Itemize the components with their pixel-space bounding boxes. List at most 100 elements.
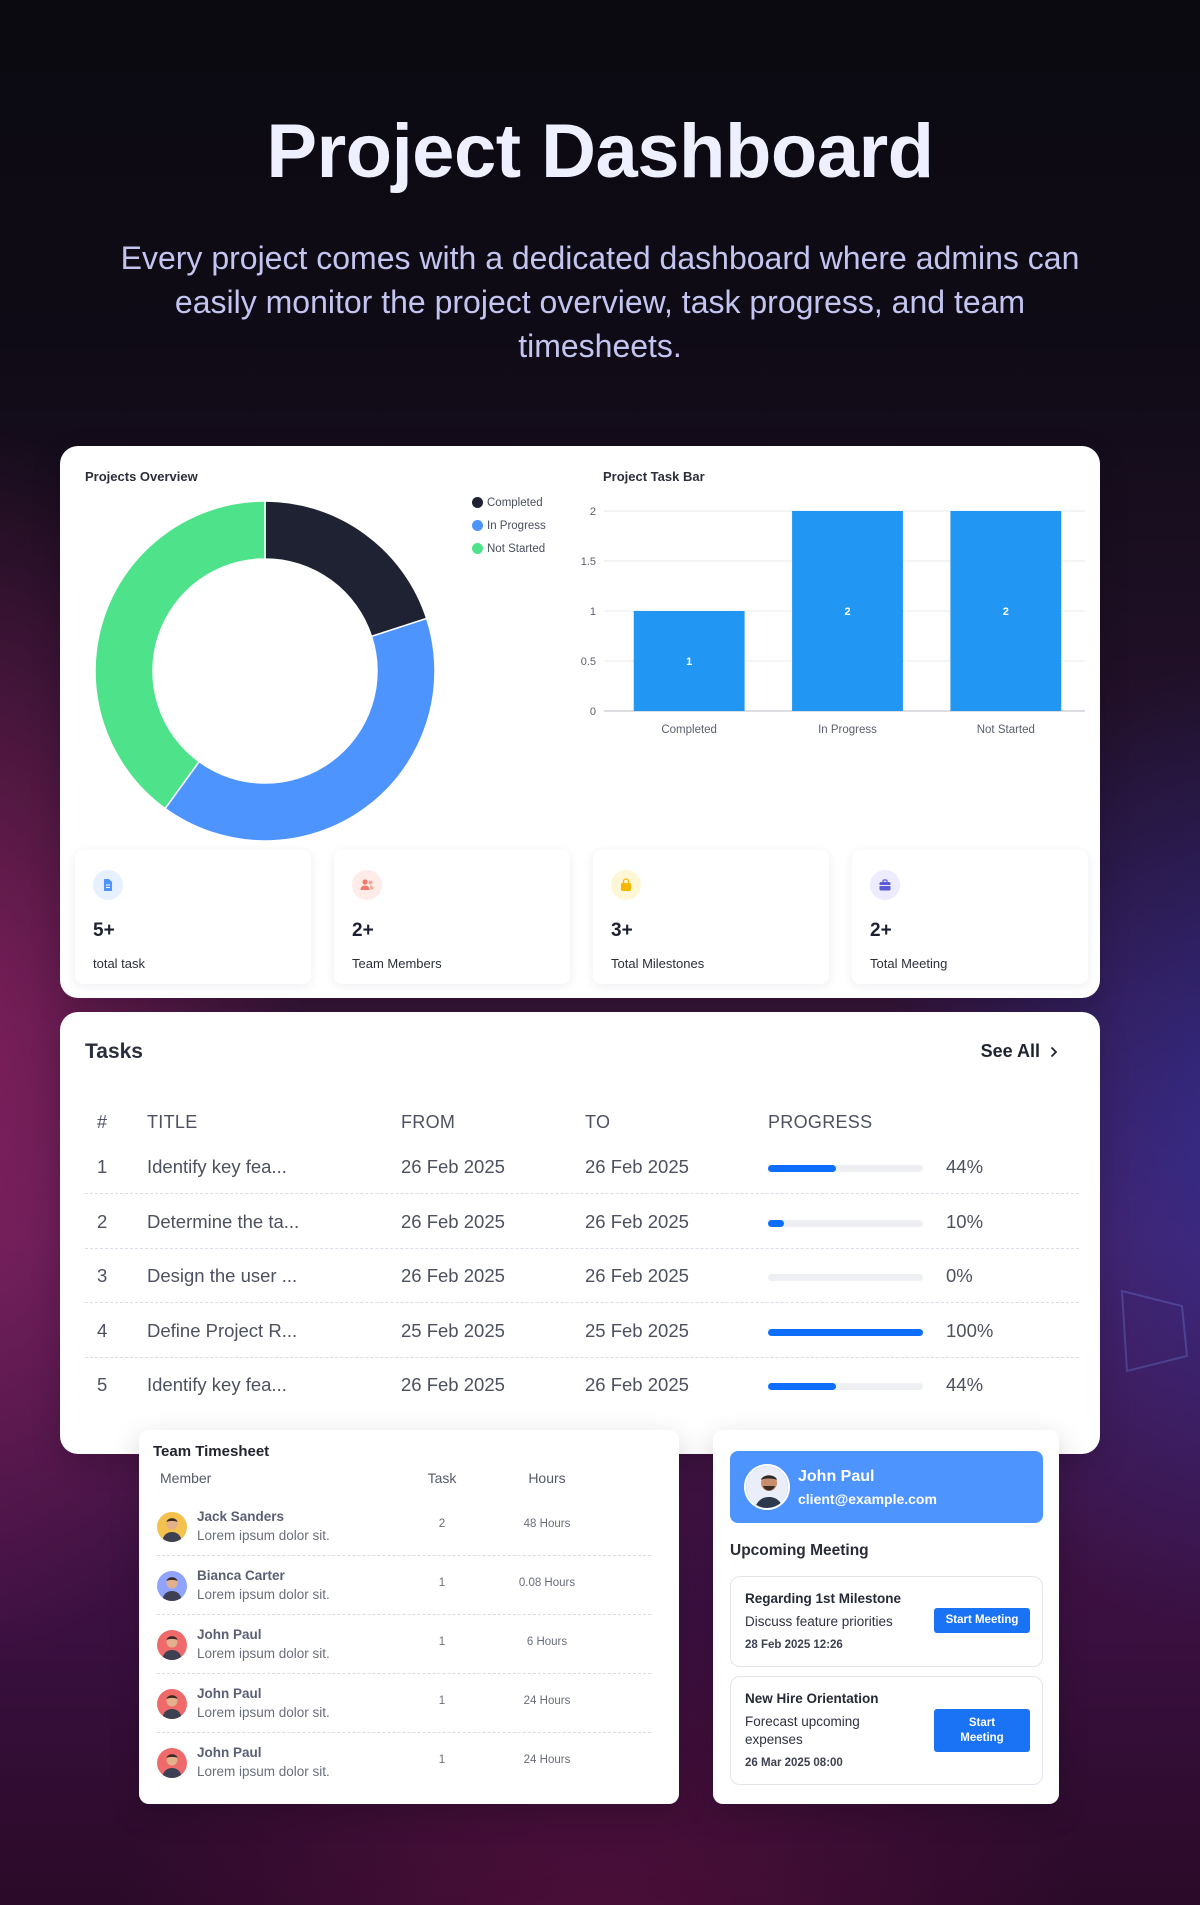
progress-bar: [768, 1328, 923, 1336]
timesheet-row[interactable]: John Paul Lorem ipsum dolor sit. 1 24 Hours: [157, 1674, 651, 1733]
stat-value: 2+: [352, 920, 374, 941]
col-header-title[interactable]: TITLE: [147, 1112, 198, 1132]
stat-card-team-members[interactable]: 2+ Team Members: [334, 850, 570, 984]
bar-not-started[interactable]: [950, 511, 1062, 711]
stat-label: Total Meeting: [870, 956, 948, 971]
task-from-date: 25 Feb 2025: [401, 1319, 505, 1341]
progress-bar: [768, 1219, 923, 1227]
task-title[interactable]: Identify key fea...: [147, 1374, 287, 1395]
avatar: [157, 1689, 187, 1719]
meeting-item: New Hire Orientation Forecast upcoming e…: [730, 1676, 1043, 1785]
start-meeting-button[interactable]: Start Meeting: [934, 1608, 1030, 1633]
progress-fill: [768, 1328, 923, 1336]
donut-slice-completed[interactable]: [264, 500, 428, 638]
task-from-date: 26 Feb 2025: [401, 1210, 505, 1232]
task-num: 3: [97, 1265, 108, 1286]
chevron-right-icon: [1050, 1046, 1058, 1057]
avatar: [157, 1630, 187, 1660]
member-hours: 0.08 Hours: [518, 1577, 576, 1589]
task-num: 2: [97, 1210, 108, 1232]
avatar: [744, 1464, 790, 1510]
task-to-date: 26 Feb 2025: [585, 1374, 689, 1395]
stat-card-total-meeting[interactable]: 2+ Total Meeting: [852, 850, 1088, 984]
legend-label: In Progress: [487, 519, 546, 532]
member-description: Lorem ipsum dolor sit.: [197, 1764, 330, 1779]
stat-value: 2+: [870, 920, 892, 941]
progress-fill: [768, 1383, 837, 1390]
table-row[interactable]: 3 Design the user ... 26 Feb 2025 26 Feb 20…: [85, 1248, 1079, 1303]
progress-percent: 10%: [946, 1210, 984, 1232]
donut-legend: Completed In Progress Not Started: [472, 491, 546, 560]
member-name: John Paul: [197, 1686, 262, 1701]
progress-percent: 100%: [946, 1319, 994, 1341]
bag-icon: [611, 870, 641, 900]
legend-item-completed[interactable]: Completed: [472, 491, 546, 514]
member-name: John Paul: [197, 1745, 262, 1760]
legend-dot: [472, 543, 483, 554]
hero-title: Project Dashboard: [266, 109, 934, 194]
task-num: 1: [97, 1156, 108, 1177]
stat-label: Total Milestones: [611, 956, 705, 971]
legend-item-not-started[interactable]: Not Started: [472, 537, 546, 560]
start-meeting-button[interactable]: Start Meeting: [934, 1709, 1030, 1752]
timesheet-row[interactable]: John Paul Lorem ipsum dolor sit. 1 6 Hours: [157, 1615, 651, 1674]
col-header-from[interactable]: FROM: [401, 1112, 456, 1132]
task-to-date: 25 Feb 2025: [585, 1319, 689, 1341]
y-tick-label: 1.5: [581, 556, 596, 568]
col-header-member: Member: [160, 1470, 212, 1486]
member-hours: 48 Hours: [523, 1518, 571, 1530]
col-header-progress[interactable]: PROGRESS: [768, 1112, 873, 1132]
donut-slice-in-progress[interactable]: [164, 617, 436, 842]
progress-percent: 0%: [946, 1265, 973, 1286]
task-title[interactable]: Identify key fea...: [147, 1156, 287, 1177]
legend-dot: [472, 520, 483, 531]
member-hours: 6 Hours: [526, 1636, 568, 1648]
col-header-hours: Hours: [528, 1470, 566, 1486]
timesheet-row[interactable]: John Paul Lorem ipsum dolor sit. 1 24 Hours: [157, 1733, 651, 1792]
stat-card-total-milestones[interactable]: 3+ Total Milestones: [593, 850, 829, 984]
task-from-date: 26 Feb 2025: [401, 1265, 505, 1286]
y-tick-label: 0.5: [581, 656, 596, 668]
projects-donut-chart: [94, 500, 436, 842]
member-description: Lorem ipsum dolor sit.: [197, 1587, 330, 1602]
bar-chart-title: Project Task Bar: [603, 469, 705, 484]
tasks-table-header: # TITLE FROM TO PROGRESS: [85, 1102, 1085, 1142]
meeting-date: 26 Mar 2025 08:00: [745, 1757, 843, 1769]
task-from-date: 26 Feb 2025: [401, 1374, 505, 1395]
table-row[interactable]: 2 Determine the ta... 26 Feb 2025 26 Feb 20…: [85, 1194, 1079, 1249]
avatar: [157, 1571, 187, 1601]
table-row[interactable]: 1 Identify key fea... 26 Feb 2025 26 Feb 20…: [85, 1139, 1079, 1194]
legend-item-in-progress[interactable]: In Progress: [472, 514, 546, 537]
timesheet-row[interactable]: Jack Sanders Lorem ipsum dolor sit. 2 48 Ho…: [157, 1497, 651, 1556]
meeting-title: New Hire Orientation: [745, 1691, 879, 1706]
profile-name: John Paul: [798, 1468, 875, 1485]
bar-in-progress[interactable]: [792, 511, 903, 711]
col-header-to[interactable]: TO: [585, 1112, 611, 1132]
meeting-description: Discuss feature priorities: [745, 1614, 893, 1629]
col-header-num: #: [97, 1112, 108, 1132]
task-title[interactable]: Design the user ...: [147, 1265, 298, 1286]
decorative-shape-icon: [1120, 1289, 1189, 1373]
legend-dot: [472, 497, 483, 508]
progress-fill: [768, 1219, 784, 1227]
timesheet-title: Team Timesheet: [153, 1443, 270, 1460]
task-title[interactable]: Determine the ta...: [147, 1210, 300, 1232]
member-task-count: 1: [438, 1577, 446, 1589]
task-title[interactable]: Define Project R...: [147, 1319, 298, 1341]
donut-slice-not-started[interactable]: [94, 500, 266, 810]
x-tick-label: Completed: [661, 724, 717, 736]
meeting-description: Forecast upcoming expenses: [745, 1714, 860, 1747]
table-row[interactable]: 4 Define Project R... 25 Feb 2025 25 Feb 20…: [85, 1303, 1079, 1358]
stat-value: 3+: [611, 920, 633, 941]
see-all-link[interactable]: See All: [981, 1041, 1058, 1062]
progress-fill: [768, 1165, 837, 1172]
bar-completed[interactable]: [633, 611, 745, 711]
member-name: John Paul: [197, 1627, 262, 1642]
meeting-title: Regarding 1st Milestone: [745, 1591, 902, 1606]
stat-value: 5+: [93, 920, 115, 941]
donut-chart-title: Projects Overview: [85, 469, 198, 484]
stat-card-total-task[interactable]: 5+ total task: [75, 850, 311, 984]
timesheet-row[interactable]: Bianca Carter Lorem ipsum dolor sit. 1 0.08…: [157, 1556, 651, 1615]
table-row[interactable]: 5 Identify key fea... 26 Feb 2025 26 Feb 20…: [85, 1357, 1079, 1412]
progress-bar: [768, 1165, 923, 1172]
